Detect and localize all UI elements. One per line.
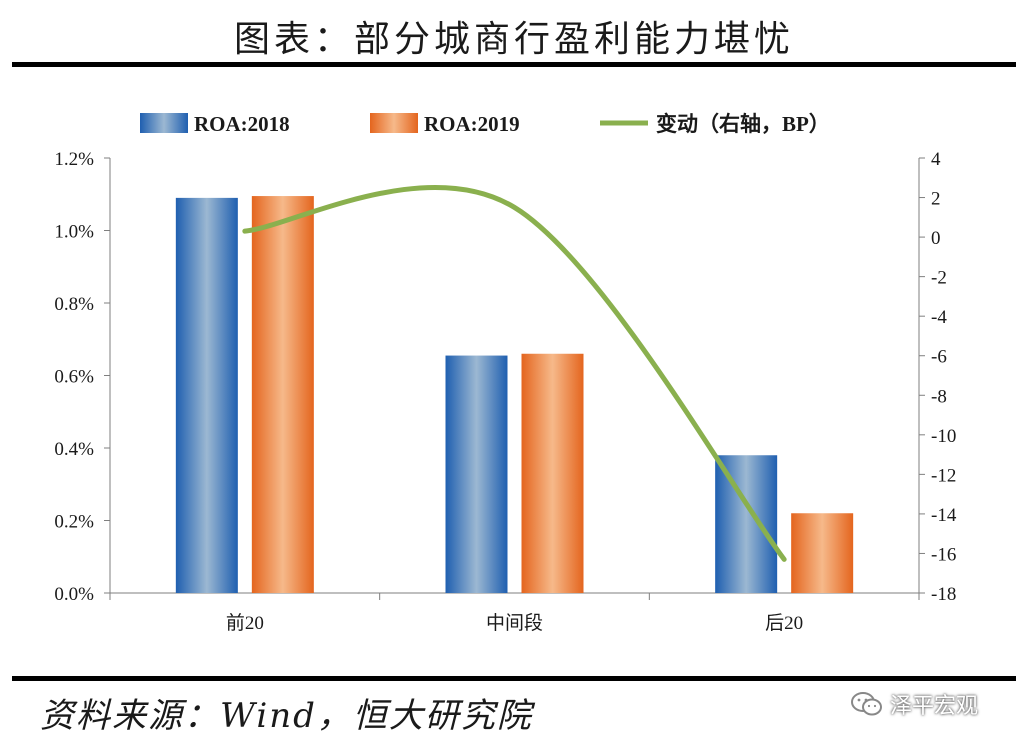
legend: ROA:2018 ROA:2019 变动（右轴，BP） <box>140 112 830 136</box>
bar-roa-2018 <box>715 455 778 593</box>
change-line-series <box>242 184 787 562</box>
right-tick-label: -4 <box>931 307 947 328</box>
right-tick-label: -12 <box>931 465 956 486</box>
left-tick-label: 0.0% <box>54 584 94 605</box>
bar-roa-2018 <box>445 355 508 593</box>
left-tick-label: 1.2% <box>54 149 94 170</box>
watermark-text: 泽平宏观 <box>890 694 979 719</box>
left-tick-label: 0.4% <box>54 439 94 460</box>
wechat-icon <box>851 692 882 716</box>
x-category-label: 中间段 <box>486 612 543 634</box>
right-tick-label: 0 <box>931 228 941 249</box>
source-note: 资料来源：Wind，恒大研究院 <box>40 696 533 736</box>
right-tick-label: -14 <box>931 505 957 526</box>
change-line <box>242 184 787 562</box>
right-axis-ticks: -18 -16 -14 -12 -10 -8 -6 -4 -2 0 2 4 <box>919 149 957 605</box>
legend-label-roa-2019: ROA:2019 <box>424 112 520 136</box>
right-tick-label: -2 <box>931 268 947 289</box>
bars <box>175 196 854 593</box>
right-tick-label: -16 <box>931 544 956 565</box>
legend-label-roa-2018: ROA:2018 <box>194 112 290 136</box>
watermark: 泽平宏观 <box>850 688 978 720</box>
legend-swatch-roa-2018 <box>140 113 188 133</box>
bar-roa-2019 <box>791 513 854 593</box>
bar-roa-2019 <box>251 196 314 593</box>
right-tick-label: 2 <box>931 189 941 210</box>
chart: ROA:2018 ROA:2019 变动（右轴，BP） 0.0% 0.2% 0.4%… <box>54 112 957 634</box>
x-category-label: 前20 <box>226 612 264 634</box>
x-axis-ticks: 前20 中间段 后20 <box>109 593 920 634</box>
chart-title: 图表：部分城商行盈利能力堪忧 <box>233 19 794 60</box>
left-axis-ticks: 0.0% 0.2% 0.4% 0.6% 0.8% 1.0% 1.2% <box>54 149 110 605</box>
bar-roa-2019 <box>521 353 584 593</box>
title-rule <box>12 62 1016 67</box>
right-tick-label: -18 <box>931 584 956 605</box>
left-tick-label: 1.0% <box>54 222 94 243</box>
right-tick-label: -6 <box>931 347 947 368</box>
left-tick-label: 0.2% <box>54 512 94 533</box>
right-tick-label: 4 <box>931 149 941 170</box>
legend-label-change: 变动（右轴，BP） <box>656 112 830 136</box>
footer-rule <box>12 676 1016 681</box>
legend-swatch-roa-2019 <box>370 113 418 133</box>
right-tick-label: -8 <box>931 386 947 407</box>
left-tick-label: 0.8% <box>54 294 94 315</box>
right-tick-label: -10 <box>931 426 956 447</box>
left-tick-label: 0.6% <box>54 367 94 388</box>
x-category-label: 后20 <box>765 612 803 634</box>
bar-roa-2018 <box>175 197 238 593</box>
